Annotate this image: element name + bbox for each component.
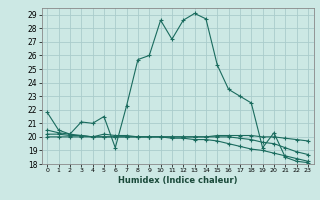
X-axis label: Humidex (Indice chaleur): Humidex (Indice chaleur) xyxy=(118,176,237,185)
